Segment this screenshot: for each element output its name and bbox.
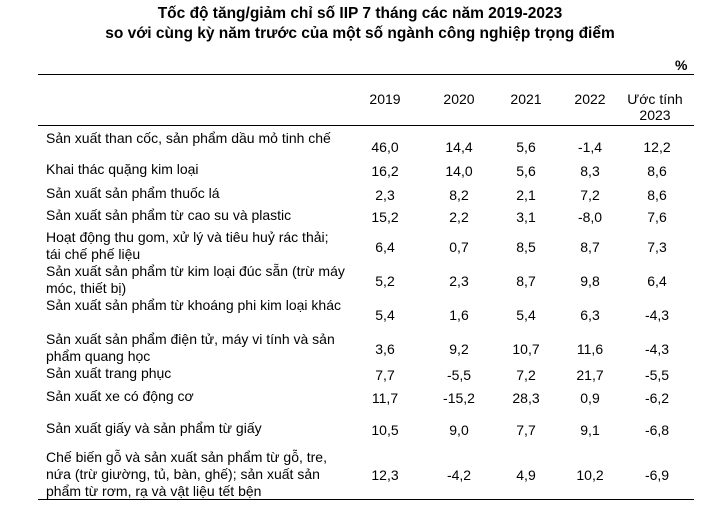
row-label: Sản xuất sản phẩm từ cao su và plastic [46, 207, 292, 223]
row-label: Sản xuất sản phẩm từ khoáng phi kim loại… [46, 297, 341, 313]
row-label: Sản xuất trang phục [46, 365, 172, 381]
row-value: 3,6 [375, 341, 395, 357]
row-value: 0,9 [580, 390, 600, 406]
row-value: -5,5 [446, 367, 472, 383]
title-line-1: Tốc độ tăng/giảm chỉ số IIP 7 tháng các … [157, 5, 563, 22]
row-value: 2,3 [449, 273, 469, 289]
row-value: 12,2 [643, 139, 671, 155]
row-label: Khai thác quặng kim loại [46, 161, 199, 177]
row-value: -6,2 [644, 390, 670, 406]
row-value: 11,6 [576, 341, 604, 357]
row-value: 2,3 [375, 187, 395, 203]
row-value: 6,4 [375, 239, 395, 255]
title-line-2: so với cùng kỳ năm trước của một số ngàn… [105, 25, 615, 42]
table-top-rule [38, 74, 694, 75]
row-value: 7,7 [375, 367, 395, 383]
row-value: 8,6 [647, 187, 667, 203]
row-label: Chế biến gỗ và sản xuất sản phẩm từ gỗ, … [46, 449, 327, 499]
row-value: 7,2 [580, 187, 600, 203]
row-value: 6,4 [647, 273, 667, 289]
unit-label: % [675, 57, 688, 73]
row-value: 5,6 [516, 163, 536, 179]
row-value: -4,3 [644, 341, 670, 357]
row-value: 9,1 [580, 422, 600, 438]
row-value: 46,0 [371, 139, 399, 155]
row-value: 7,7 [516, 422, 536, 438]
row-value: -4,3 [644, 307, 670, 323]
row-value: 8,6 [647, 163, 667, 179]
row-value: 7,2 [516, 367, 536, 383]
row-value: 7,6 [647, 209, 667, 225]
row-value: -6,8 [644, 422, 670, 438]
row-value: -6,9 [644, 467, 670, 483]
row-value: 7,3 [647, 239, 667, 255]
row-value: 2,2 [449, 209, 469, 225]
row-value: 0,7 [449, 239, 469, 255]
row-value: -5,5 [644, 367, 670, 383]
row-value: -4,2 [446, 467, 472, 483]
row-value: 4,9 [516, 467, 536, 483]
row-label: Sản xuất sản phẩm từ kim loại đúc sẵn (t… [46, 263, 345, 296]
row-label: Sản xuất than cốc, sản phẩm dầu mỏ tinh … [46, 130, 331, 146]
row-value: 15,2 [371, 209, 399, 225]
row-value: 8,7 [580, 239, 600, 255]
row-label: Sản xuất xe có động cơ [46, 388, 194, 404]
row-label: Sản xuất sản phẩm điện tử, máy vi tính v… [46, 331, 335, 364]
row-value: 9,8 [580, 273, 600, 289]
table-title: Tốc độ tăng/giảm chỉ số IIP 7 tháng các … [0, 4, 720, 44]
row-value: 10,7 [512, 341, 540, 357]
row-value: 1,6 [449, 307, 469, 323]
row-label: Sản xuất giấy và sản phẩm từ giấy [46, 420, 262, 436]
row-value: 10,5 [371, 422, 399, 438]
row-value: -1,4 [577, 139, 603, 155]
row-label: Sản xuất sản phẩm thuốc lá [46, 185, 220, 201]
row-value: 14,4 [445, 139, 473, 155]
row-value: 16,2 [371, 163, 399, 179]
row-value: 14,0 [445, 163, 473, 179]
row-value: 3,1 [516, 209, 536, 225]
row-label: Hoạt động thu gom, xử lý và tiêu huỷ rác… [46, 229, 329, 262]
row-value: 11,7 [371, 390, 399, 406]
row-value: 5,4 [375, 307, 395, 323]
row-value: 12,3 [371, 467, 399, 483]
row-value: 9,0 [449, 422, 469, 438]
row-value: 2,1 [516, 187, 536, 203]
row-value: 5,4 [516, 307, 536, 323]
header-bottom-rule [38, 125, 694, 126]
row-value: 8,7 [516, 273, 536, 289]
row-value: 21,7 [576, 367, 604, 383]
row-value: 6,3 [580, 307, 600, 323]
row-value: 5,6 [516, 139, 536, 155]
row-value: 8,3 [580, 163, 600, 179]
row-value: -15,2 [443, 390, 475, 406]
row-value: 5,2 [375, 273, 395, 289]
row-value: 9,2 [449, 341, 469, 357]
row-value: 28,3 [512, 390, 540, 406]
row-value: 10,2 [576, 467, 604, 483]
row-value: -8,0 [577, 209, 603, 225]
row-value: 8,2 [449, 187, 469, 203]
table-bottom-rule [38, 499, 694, 500]
row-value: 8,5 [516, 239, 536, 255]
